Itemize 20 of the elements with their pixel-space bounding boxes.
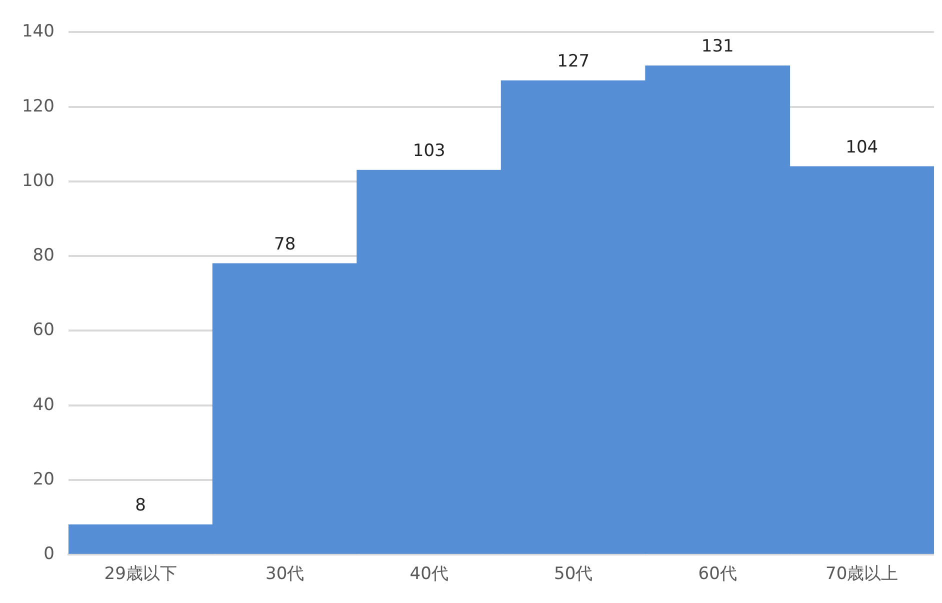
y-tick-label: 100 [22,170,54,191]
y-tick-label: 120 [22,96,54,116]
y-tick-label: 60 [32,320,54,340]
data-label: 103 [412,141,446,162]
y-tick-label: 140 [22,22,54,42]
y-tick-label: 20 [32,469,54,490]
data-label: 127 [557,52,590,72]
x-tick-label: 50代 [554,564,593,584]
x-tick-label: 30代 [266,564,304,584]
x-tick-label: 70歳以上 [826,564,898,584]
x-tick-label: 40代 [410,564,448,584]
data-label: 104 [846,137,878,158]
y-tick-label: 40 [32,394,54,415]
data-label: 78 [274,234,296,254]
data-label: 8 [135,496,146,516]
y-tick-label: 80 [32,246,54,266]
x-tick-label: 60代 [698,564,737,584]
data-label: 131 [701,36,734,57]
x-tick-label: 29歳以下 [104,564,177,584]
y-tick-label: 0 [44,544,54,564]
